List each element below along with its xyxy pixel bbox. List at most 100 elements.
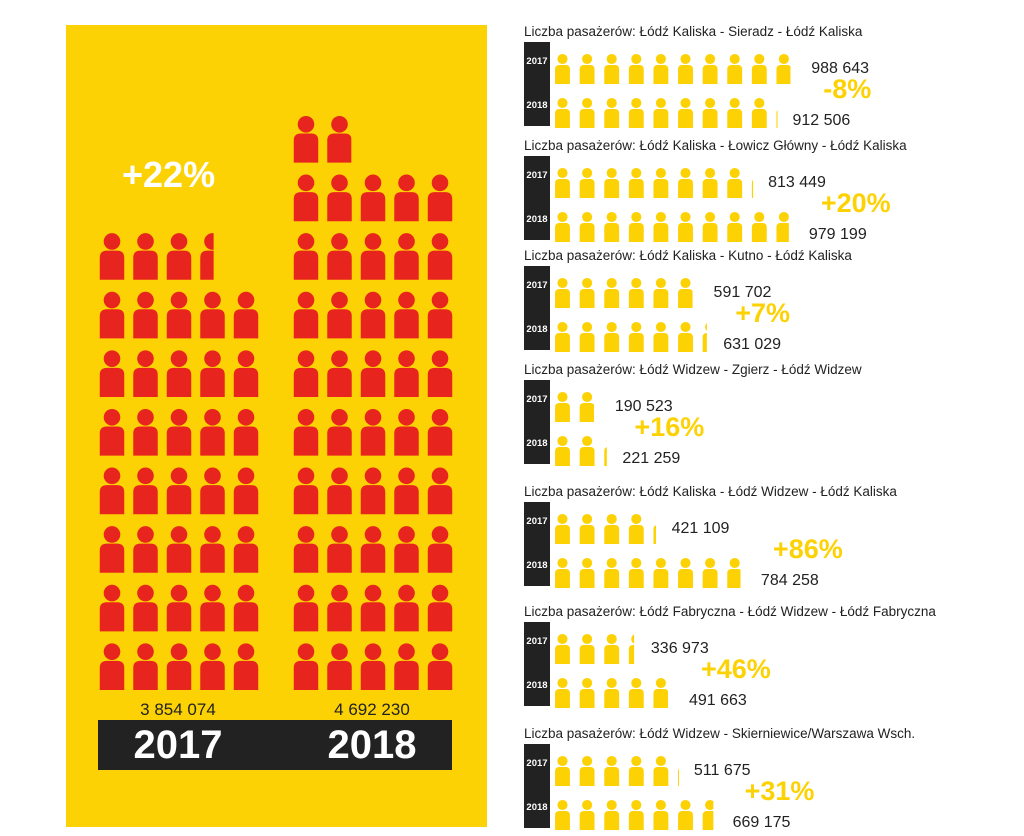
route-5-2018-icon-1	[579, 557, 595, 588]
route-7-2017-icon-1	[579, 755, 595, 786]
route-1-2017-icon-7	[727, 53, 743, 84]
total-2017-icon-15	[99, 467, 125, 515]
route-1-2017-icon-1	[579, 53, 595, 84]
route-6-2018-icon-2	[604, 677, 620, 708]
route-7-2018-icon-4	[653, 799, 669, 830]
route-1-2017-icon-4	[653, 53, 669, 84]
route-1-2018-icon-7	[727, 97, 743, 128]
person-icon	[427, 526, 453, 573]
route-1-2018-icon-8	[751, 97, 767, 128]
person-icon	[293, 526, 319, 573]
person-icon	[200, 350, 225, 397]
person-icon	[579, 53, 595, 84]
route-2-2018-icon-7	[727, 211, 743, 242]
person-icon	[579, 633, 595, 664]
total-2018-icon-36	[327, 233, 352, 280]
route-7-2017-icon-4	[653, 755, 669, 786]
route-1-2017-icon-8	[751, 53, 767, 84]
person-icon	[628, 755, 644, 786]
route-2-2018-icon-8	[751, 211, 767, 242]
person-icon	[628, 211, 644, 242]
person-icon	[678, 799, 693, 830]
total-value-2017: 3 854 074	[140, 700, 216, 719]
person-icon	[327, 467, 352, 515]
person-icon	[360, 350, 386, 397]
person-icon	[293, 174, 319, 222]
total-2017-icon-16	[133, 467, 158, 515]
total-2018-icon-15	[293, 467, 319, 515]
person-icon	[555, 53, 570, 84]
route-year-2018: 2018	[526, 214, 548, 225]
total-2017-icon-29	[233, 350, 259, 397]
route-1-2017-icon-0	[555, 53, 570, 84]
person-icon	[200, 291, 225, 339]
route-change-label: -8%	[823, 74, 872, 104]
route-6-2017-icon-0	[555, 633, 570, 664]
person-icon	[99, 233, 125, 280]
person-icon	[394, 350, 419, 397]
total-2018-icon-33	[394, 291, 419, 339]
person-icon	[776, 212, 789, 242]
route-2-2017-icon-7	[727, 167, 743, 198]
person-icon	[628, 167, 644, 198]
person-icon	[555, 435, 570, 466]
total-2018-icon-29	[427, 350, 453, 397]
person-icon	[702, 167, 718, 198]
person-icon	[653, 678, 668, 708]
route-7-2018-icon-5	[678, 799, 693, 830]
route-year-bar	[524, 266, 550, 350]
person-icon	[166, 291, 192, 339]
person-icon	[233, 584, 259, 632]
route-1-2018-icon-3	[628, 97, 644, 128]
person-icon	[360, 584, 386, 632]
person-icon	[727, 97, 743, 128]
person-icon	[653, 277, 669, 308]
total-2018-icon-23	[394, 408, 419, 456]
person-icon	[555, 391, 570, 422]
person-icon	[555, 677, 570, 708]
route-5-2018-icon-2	[604, 557, 620, 588]
person-icon	[200, 584, 225, 632]
route-1-2017-icon-9	[776, 54, 791, 84]
person-icon	[604, 755, 620, 786]
total-2017-icon-37	[166, 233, 192, 280]
person-icon	[360, 233, 386, 280]
person-icon	[653, 167, 669, 198]
person-icon	[555, 557, 570, 588]
route-change-label: +46%	[700, 654, 771, 684]
route-change-label: +16%	[634, 412, 705, 442]
route-1-2018-icon-9	[776, 110, 778, 128]
route-6-2018-icon-3	[628, 677, 644, 708]
route-5-2018-icon-5	[678, 557, 693, 588]
route-2-2017-icon-3	[628, 167, 644, 198]
route-2-2017-icon-1	[579, 167, 595, 198]
route-1-2018-icon-5	[678, 97, 693, 128]
route-6-2017-icon-3	[628, 634, 635, 664]
person-icon	[727, 211, 743, 242]
person-icon	[133, 408, 158, 456]
route-1-2018-icon-6	[702, 97, 718, 128]
person-icon	[427, 350, 453, 397]
route-3-2018-icon-5	[678, 321, 693, 352]
route-3-2017-icon-3	[628, 277, 644, 308]
person-icon	[702, 97, 718, 128]
person-icon	[727, 53, 743, 84]
total-2018-icon-11	[327, 526, 352, 573]
person-icon	[327, 291, 352, 339]
person-icon	[427, 643, 453, 690]
person-icon	[604, 211, 620, 242]
total-2018-icon-13	[394, 526, 419, 573]
total-year-2017: 2017	[133, 723, 223, 767]
route-year-2018: 2018	[526, 324, 548, 335]
route-1-2018-icon-2	[604, 97, 620, 128]
route-2-2018-icon-0	[555, 211, 570, 242]
total-change-label: +22%	[122, 154, 216, 195]
route-5-2018-icon-3	[628, 557, 644, 588]
person-icon	[678, 211, 693, 242]
route-value-2017: 591 702	[713, 284, 772, 301]
route-5-2018-icon-4	[653, 557, 669, 588]
total-2017-icon-22	[166, 408, 192, 456]
person-icon	[133, 526, 158, 573]
route-5-2018-icon-6	[702, 557, 718, 588]
